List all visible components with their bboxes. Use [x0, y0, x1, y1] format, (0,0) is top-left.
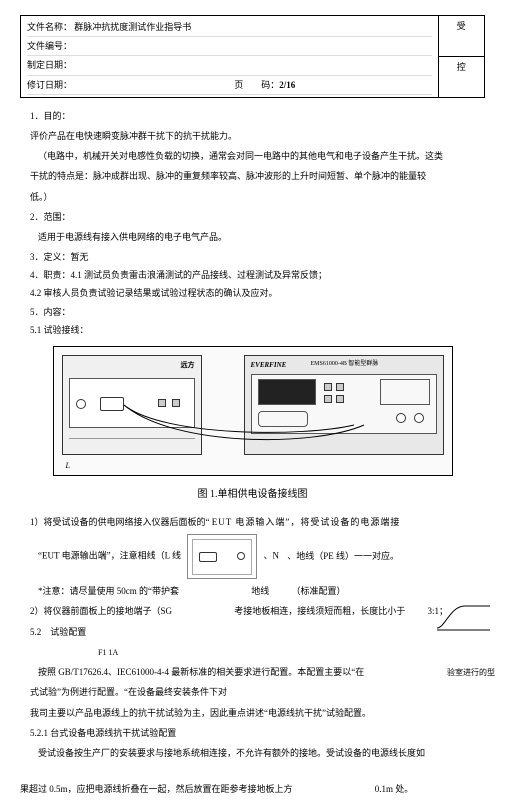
item-5-1: 5.1 试验接线：	[30, 322, 485, 338]
heading-5: 5．内容：	[30, 304, 485, 320]
rev-date-label: 修订日期：	[27, 80, 72, 90]
header-table: 文件名称： 群脉冲抗扰度测试作业指导书 文件编号： 制定日期： 修订日期： 页 …	[20, 15, 485, 98]
wiring-diagram: 远方 EVERFINE EMS61000-4B 智能型群脉	[53, 346, 453, 476]
wire-overlay	[54, 347, 454, 477]
step1-a: 1）将受试设备的供电网络接入仪器后面板的“	[30, 517, 210, 527]
item-5-2-1: 5.2.1 台式设备电源线抗干扰试验配置	[30, 725, 485, 741]
inline-fig-1	[187, 534, 257, 579]
heading-3: 3．定义：暂无	[30, 249, 485, 265]
page-value: 2/16	[279, 80, 295, 90]
para-1d: 低。）	[30, 189, 485, 205]
step1-f: *注意：请尽量使用 50cm 的“带护套	[38, 586, 179, 596]
item-4-2: 4.2 审核人员负责试验记录结果或试验过程状态的确认及应对。	[30, 285, 485, 301]
heading-2: 2．范围：	[30, 209, 485, 225]
para-1b: （电路中，机械开关对电感性负载的切换，通常会对同一电路中的其他电气和电子设备产生…	[38, 148, 485, 164]
f1-label: F1 1A	[98, 648, 118, 657]
para-5-2b: 式试验”为例进行配置。“在设备最终安装条件下对	[30, 684, 485, 700]
para-1c: 干扰的特点是：脉冲成群出现、脉冲的重复频率较高、脉冲波形的上升时间短暂、单个脉冲…	[30, 168, 485, 184]
side-bot: 控	[438, 56, 484, 97]
step1-c: “EUT 电源输出端”，注意相线（L 线	[38, 551, 181, 561]
heading-1: 1．目的：	[30, 108, 485, 124]
create-date-label: 制定日期：	[27, 60, 72, 70]
page-label: 页 码：	[234, 80, 279, 90]
heading-4: 4．职责：	[30, 270, 71, 280]
sketch-curve	[435, 598, 495, 638]
step1-d: 、N	[264, 551, 280, 561]
label-l: L	[66, 459, 70, 473]
file-no-label: 文件编号：	[27, 41, 72, 51]
step2-a: 2）将仪器前面板上的接地端子（SG	[30, 606, 172, 616]
item-5-2: 5.2 试验配置	[30, 624, 485, 640]
side-note: 验室进行的型	[447, 666, 495, 680]
para-5-2c: 我司主要以产品电源线上的抗干扰试验为主，因此重点讲述“电源线抗干扰”试验配置。	[30, 705, 485, 721]
step1-g: 地线	[251, 586, 269, 596]
figure-caption: 图 1.单相供电设备接线图	[20, 486, 485, 504]
step1-h: （标准配置）	[292, 586, 346, 596]
file-name-label: 文件名称：	[27, 22, 72, 32]
para-1a: 评价产品在电快速瞬变脉冲群干扰下的抗干扰能力。	[30, 128, 485, 144]
para-5-2-1a: 受试设备按生产厂的安装要求与接地系统相连接，不允许有额外的接地。受试设备的电源线…	[38, 745, 485, 761]
item-4-1: 4.1 测试员负责雷击浪涌测试的产品接线、过程测试及异常反馈；	[71, 270, 328, 280]
para-5-2a: 按照 GB/T17626.4、IEC61000-4-4 最新标准的相关要求进行配…	[38, 667, 364, 677]
file-name-value: 群脉冲抗扰度测试作业指导书	[74, 22, 191, 32]
step1-b: EUT 电源输入端”，将受试设备的电源端接	[212, 517, 401, 527]
step2-b: 考接地板相连，接线须短而粗，长度比小于	[234, 606, 405, 616]
para-2a: 适用于电源线有接入供电网络的电子电气产品。	[38, 229, 485, 245]
footer-text2: 0.1m 处。	[375, 784, 414, 794]
step1-e: 、地线（PE 线）一一对应。	[287, 551, 399, 561]
footer-text: 果超过 0.5m，应把电源线折叠在一起，然后放置在距参考接地板上方	[20, 784, 293, 794]
side-top: 受	[438, 16, 484, 57]
